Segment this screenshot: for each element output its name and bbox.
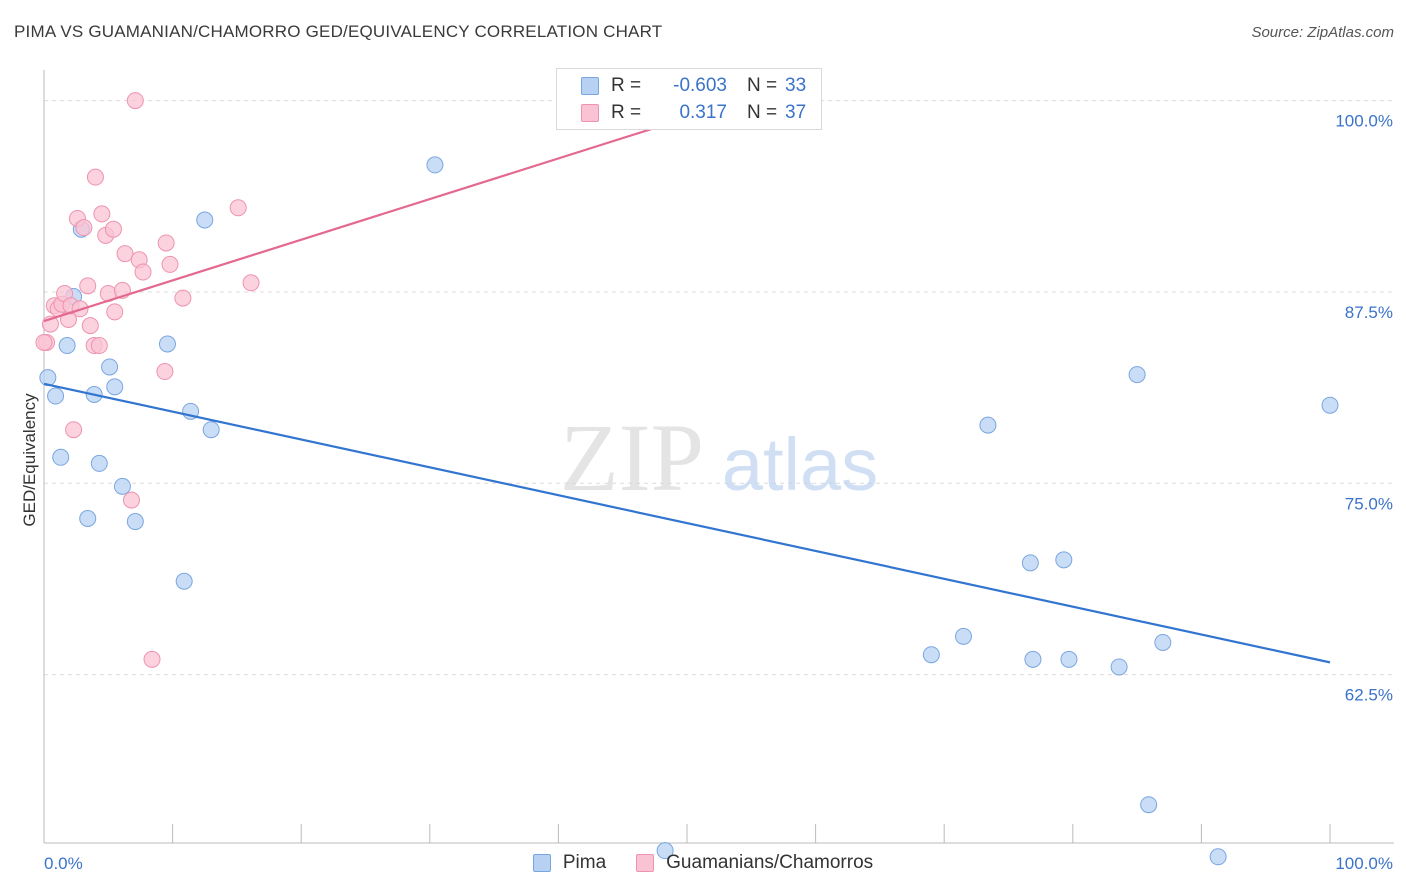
pima-point bbox=[101, 358, 119, 376]
guamanian-point bbox=[65, 421, 83, 439]
guamanian-point bbox=[242, 274, 260, 292]
pima-point bbox=[979, 416, 997, 434]
pima-point bbox=[175, 572, 193, 590]
x-tick-label-right: 100.0% bbox=[1335, 854, 1393, 873]
pima-point bbox=[1154, 633, 1172, 651]
pima-point bbox=[1128, 366, 1146, 384]
y-tick-label: 75.0% bbox=[1345, 494, 1393, 513]
legend-item-pima[interactable]: Pima bbox=[532, 852, 607, 874]
axis-ticks: 100.0% 87.5% 75.0% 62.5% 0.0% 100.0% bbox=[44, 112, 1393, 873]
pima-point bbox=[106, 378, 124, 396]
r-value: -0.603 bbox=[673, 75, 727, 96]
guamanian-point bbox=[116, 245, 134, 263]
pima-point bbox=[113, 477, 131, 495]
pima-point bbox=[1021, 554, 1039, 572]
grid-lines bbox=[44, 100, 1394, 676]
guamanian-point bbox=[90, 337, 108, 355]
guamanian-swatch-icon bbox=[581, 104, 599, 122]
pima-point bbox=[47, 387, 65, 405]
guamanian-trend-line bbox=[43, 124, 665, 323]
guamanian-point bbox=[143, 650, 161, 668]
pima-point bbox=[922, 646, 940, 664]
source-label: Source: ZipAtlas.com bbox=[1251, 24, 1394, 41]
legend-label-guamanians: Guamanians/Chamorros bbox=[666, 852, 874, 873]
r-label: R = bbox=[611, 75, 642, 96]
guamanian-point bbox=[122, 491, 140, 509]
pima-point bbox=[79, 509, 97, 527]
guamanian-point bbox=[174, 289, 192, 307]
watermark: ZIP atlas bbox=[560, 404, 878, 511]
pima-point bbox=[90, 454, 108, 472]
pima-point bbox=[1209, 848, 1227, 866]
pima-point bbox=[1055, 551, 1073, 569]
pima-point bbox=[1024, 650, 1042, 668]
legend-row-guamanian: R = 0.317 N = 37 bbox=[581, 100, 806, 126]
pima-point bbox=[158, 335, 176, 353]
guamanian-point bbox=[75, 219, 93, 237]
guamanian-point bbox=[134, 263, 152, 281]
pima-point bbox=[954, 627, 972, 645]
guamanian-point bbox=[104, 220, 122, 238]
y-tick-label: 100.0% bbox=[1335, 112, 1393, 131]
y-tick-label: 87.5% bbox=[1345, 303, 1393, 322]
pima-point bbox=[1321, 396, 1339, 414]
data-points bbox=[35, 92, 1339, 866]
guamanian-point bbox=[156, 363, 174, 381]
series-legend: Pima Guamanians/Chamorros bbox=[0, 852, 1406, 874]
n-label: N = bbox=[747, 102, 778, 123]
guamanian-point bbox=[81, 317, 99, 335]
pima-point bbox=[426, 156, 444, 174]
guamanian-point bbox=[86, 168, 104, 186]
n-label: N = bbox=[747, 75, 778, 96]
pima-point bbox=[656, 842, 674, 860]
legend-row-pima: R = -0.603 N = 33 bbox=[581, 73, 806, 99]
y-axis-label: GED/Equivalency bbox=[20, 393, 39, 527]
r-value: 0.317 bbox=[679, 102, 727, 123]
guamanian-point bbox=[93, 205, 111, 223]
x-tick-label-left: 0.0% bbox=[44, 854, 83, 873]
pima-point bbox=[1060, 650, 1078, 668]
r-label: R = bbox=[611, 102, 642, 123]
pima-swatch-icon bbox=[581, 77, 599, 95]
pima-point bbox=[202, 421, 220, 439]
pima-point bbox=[196, 211, 214, 229]
chart-title: PIMA VS GUAMANIAN/CHAMORRO GED/EQUIVALEN… bbox=[14, 22, 663, 41]
correlation-legend: R = -0.603 N = 33 R = 0.317 N = 37 bbox=[556, 68, 822, 130]
guamanian-point bbox=[79, 277, 97, 295]
legend-label-pima: Pima bbox=[562, 852, 607, 873]
trend-lines bbox=[43, 124, 1331, 664]
pima-swatch-icon bbox=[532, 854, 551, 872]
guamanian-point bbox=[229, 199, 247, 217]
guamanian-point bbox=[106, 303, 124, 321]
pima-point bbox=[52, 448, 70, 466]
pima-point bbox=[1110, 658, 1128, 676]
n-value: 37 bbox=[785, 102, 807, 123]
guamanian-point bbox=[35, 333, 53, 351]
guamanian-point bbox=[126, 92, 144, 110]
watermark-atlas: atlas bbox=[722, 423, 878, 506]
guamanian-point bbox=[157, 234, 175, 252]
pima-point bbox=[1140, 796, 1158, 814]
y-tick-label: 62.5% bbox=[1345, 686, 1393, 705]
legend-item-guamanians[interactable]: Guamanians/Chamorros bbox=[636, 852, 873, 874]
axes bbox=[43, 70, 1394, 844]
pima-point bbox=[126, 513, 144, 531]
pima-point bbox=[58, 337, 76, 355]
n-value: 33 bbox=[785, 75, 807, 96]
guamanian-point bbox=[161, 255, 179, 273]
pima-trend-line bbox=[43, 382, 1331, 664]
guamanian-swatch-icon bbox=[636, 854, 655, 872]
pima-point bbox=[39, 369, 57, 387]
watermark-zip: ZIP bbox=[560, 404, 704, 511]
